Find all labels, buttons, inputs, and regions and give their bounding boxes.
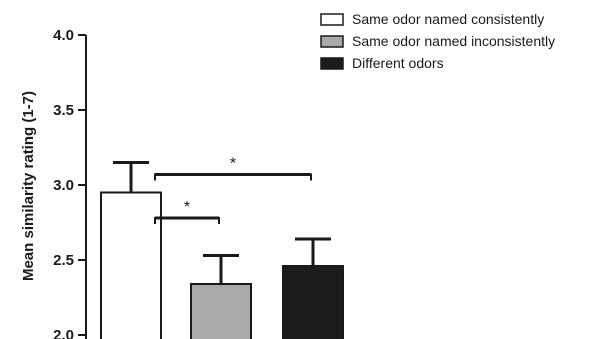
- y-tick-label: 3.0: [53, 177, 74, 194]
- y-axis-label: Mean similarity rating (1-7): [20, 91, 37, 281]
- legend-label: Different odors: [352, 55, 444, 71]
- bar-group: [100, 161, 162, 339]
- bar-group: [282, 237, 344, 339]
- significance-bracket: *: [154, 156, 312, 181]
- bar: [100, 191, 162, 339]
- bar: [282, 265, 344, 339]
- bars: [100, 161, 344, 339]
- bar: [190, 283, 252, 339]
- significance-brackets: **: [154, 156, 312, 224]
- legend-item: Same odor named inconsistently: [320, 33, 555, 49]
- legend-label: Same odor named inconsistently: [352, 33, 555, 49]
- significance-label: *: [230, 156, 236, 173]
- legend-swatch: [320, 57, 344, 70]
- legend-item: Different odors: [320, 55, 444, 71]
- y-axis: 2.0 2.5 3.0 3.5 4.0: [53, 27, 87, 339]
- y-tick-label: 2.5: [53, 252, 74, 269]
- legend-swatch: [320, 35, 344, 48]
- significance-label: *: [184, 199, 190, 216]
- legend-item: Same odor named consistently: [320, 11, 544, 27]
- y-tick-label: 2.0: [53, 327, 74, 339]
- y-tick-label: 4.0: [53, 27, 74, 44]
- significance-bracket: *: [154, 199, 220, 224]
- legend-label: Same odor named consistently: [352, 11, 544, 27]
- legend: Same odor named consistently Same odor na…: [320, 11, 555, 71]
- legend-swatch: [320, 13, 344, 26]
- bar-group: [190, 254, 252, 339]
- y-tick-label: 3.5: [53, 102, 74, 119]
